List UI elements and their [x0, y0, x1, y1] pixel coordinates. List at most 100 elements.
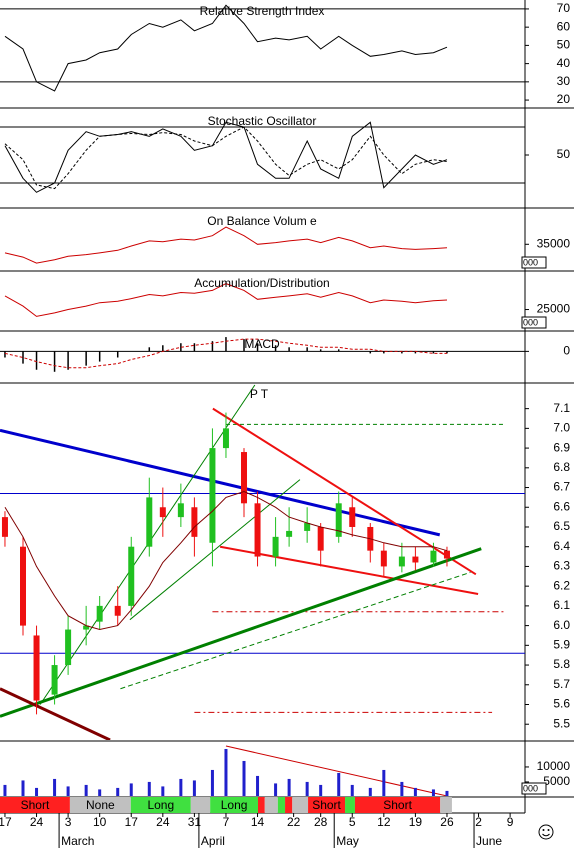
candle-body: [335, 503, 342, 537]
month-label: May: [336, 834, 359, 848]
unit-box: [521, 782, 547, 795]
panel: [0, 337, 525, 372]
panel: [0, 384, 525, 740]
y-tick-label: 6.7: [553, 480, 570, 494]
candle-body: [286, 530, 293, 537]
volume-bar: [21, 780, 25, 796]
y-tick-label: 0: [563, 344, 570, 358]
candle-body: [430, 550, 437, 563]
panel-title: Stochastic Oscillator: [208, 114, 317, 128]
x-tick-label: 17: [125, 815, 139, 829]
volume-bar: [305, 781, 309, 796]
x-tick-label: 12: [377, 815, 391, 829]
y-tick-label: 5.9: [553, 637, 570, 651]
signal-segment: [440, 797, 452, 813]
month-label: March: [61, 834, 94, 848]
signal-segment: [130, 797, 191, 813]
trend-line: [129, 479, 301, 621]
volume-bar: [400, 781, 404, 796]
y-tick-label: 50: [557, 147, 571, 161]
x-tick-label: 7: [223, 815, 230, 829]
volume-bar: [3, 784, 7, 796]
candle-body: [20, 546, 27, 626]
y-tick-label: 7.1: [553, 401, 570, 415]
panel: [3, 745, 449, 796]
volume-bar: [210, 769, 214, 796]
y-tick-label: 70: [557, 1, 571, 15]
x-tick-label: 9: [507, 815, 514, 829]
x-tick-label: 31: [188, 815, 202, 829]
signal-segment: [354, 797, 441, 813]
x-tick-label: 17: [0, 815, 12, 829]
unit-label: 000: [523, 783, 538, 793]
volume-bar: [35, 787, 39, 796]
signal-label: Short: [383, 798, 412, 812]
candle-body: [222, 428, 229, 449]
candle-body: [114, 605, 121, 616]
signal-segment: [69, 797, 131, 813]
volume-bar: [382, 769, 386, 796]
volume-bar: [368, 787, 372, 796]
volume-bar: [431, 789, 435, 796]
y-tick-label: 6.5: [553, 519, 570, 533]
volume-bar: [287, 778, 291, 796]
candle-body: [317, 526, 324, 551]
signal-label: Short: [21, 798, 50, 812]
y-tick-label: 6.9: [553, 440, 570, 454]
trend-line: [0, 547, 482, 718]
candle-body: [412, 556, 419, 563]
volume-bar: [350, 784, 354, 796]
series-line: [4, 126, 448, 190]
y-tick-label: 50: [557, 38, 571, 52]
candle-body: [159, 507, 166, 518]
y-tick-label: 40: [557, 56, 571, 70]
volume-bar: [445, 790, 449, 796]
x-tick-label: 10: [93, 815, 107, 829]
volume-bar: [66, 786, 70, 796]
panel: [4, 283, 448, 317]
y-tick-label: 60: [557, 19, 571, 33]
month-label: June: [476, 834, 502, 848]
y-tick-label: 20: [557, 92, 571, 106]
y-tick-label: 6.1: [553, 598, 570, 612]
x-tick-label: 5: [349, 815, 356, 829]
volume-bar: [242, 760, 246, 796]
trend-line: [219, 545, 479, 596]
series-line: [4, 338, 447, 369]
signal-segment: [210, 797, 258, 813]
panel-title: MACD: [244, 337, 280, 351]
panel: [4, 226, 448, 264]
series-line: [4, 4, 448, 92]
candle-body: [51, 665, 58, 695]
volume-bar: [319, 784, 323, 796]
x-tick-label: 3: [65, 815, 72, 829]
signal-segment: [264, 797, 278, 813]
y-tick-label: 30: [557, 74, 571, 88]
volume-bar: [116, 787, 120, 796]
y-tick-label: 5.7: [553, 677, 570, 691]
candle-body: [96, 605, 103, 622]
unit-label: 000: [523, 317, 538, 327]
month-label: April: [201, 834, 225, 848]
y-tick-label: 5.6: [553, 697, 570, 711]
volume-bar: [161, 786, 165, 796]
candle-body: [272, 536, 279, 557]
panel: [0, 121, 525, 193]
volume-bar: [179, 778, 183, 796]
series-line: [4, 121, 448, 193]
x-tick-label: 14: [251, 815, 265, 829]
unit-box: [521, 256, 547, 269]
candle-body: [241, 452, 248, 504]
panel: [0, 4, 525, 92]
series-line: [4, 226, 448, 264]
trend-line: [120, 571, 471, 690]
panel-title: On Balance Volum e: [207, 214, 317, 228]
x-tick-label: 26: [440, 815, 454, 829]
signal-segment: [345, 797, 355, 813]
candle-body: [380, 550, 387, 567]
signal-segment: [308, 797, 346, 813]
signal-segment: [190, 797, 211, 813]
candle-body: [349, 507, 356, 527]
x-tick-label: 24: [30, 815, 44, 829]
